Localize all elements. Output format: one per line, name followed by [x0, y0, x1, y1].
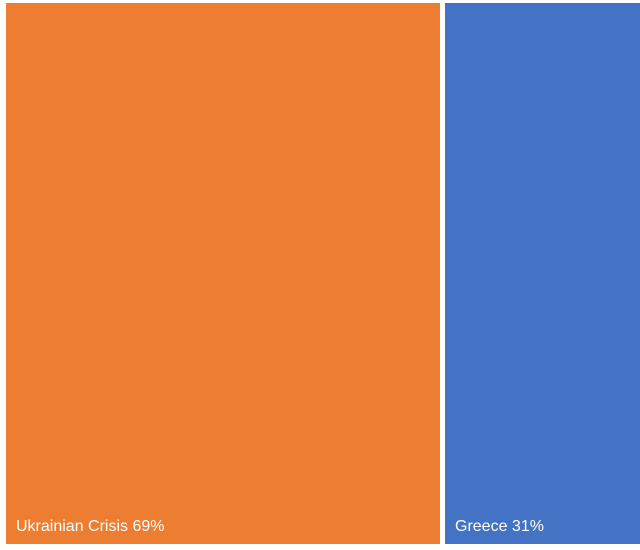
treemap-cell-ukrainian-crisis: Ukrainian Crisis 69%: [6, 3, 440, 544]
treemap-chart: Ukrainian Crisis 69% Greece 31%: [6, 3, 640, 544]
treemap-cell-greece: Greece 31%: [445, 3, 640, 544]
treemap-cell-label: Greece 31%: [455, 518, 544, 535]
treemap-cell-label: Ukrainian Crisis 69%: [16, 518, 165, 535]
